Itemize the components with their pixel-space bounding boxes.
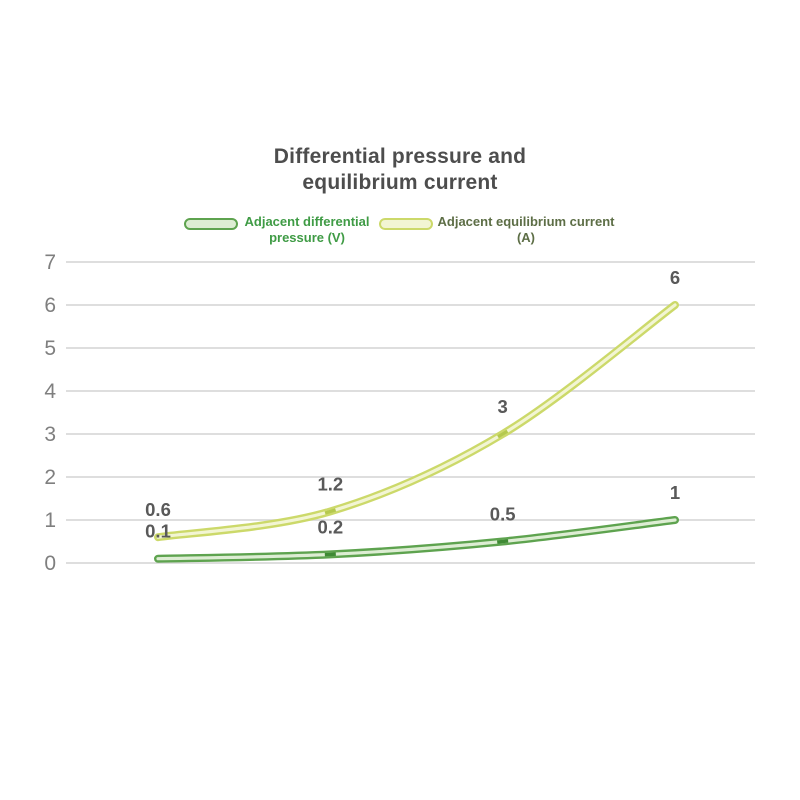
legend-label: Adjacent differential pressure (V) — [244, 214, 370, 245]
legend-swatch — [379, 218, 433, 230]
series-point-marker — [497, 429, 509, 439]
chart-title-line1: Differential pressure and — [273, 145, 527, 168]
chart-title: Differential pressure and equilibrium cu… — [0, 144, 800, 196]
legend-swatch — [184, 218, 238, 230]
y-axis-tick-label: 5 — [44, 337, 56, 360]
y-axis-tick-label: 3 — [44, 423, 56, 446]
y-axis-tick-label: 7 — [44, 251, 56, 274]
legend-label: Adjacent equilibrium current (A) — [437, 214, 615, 245]
data-label: 1.2 — [317, 473, 343, 494]
data-label: 3 — [498, 396, 508, 417]
series-line-core — [156, 303, 677, 539]
y-axis-tick-label: 0 — [44, 552, 56, 575]
data-label: 0.5 — [490, 504, 516, 525]
data-label: 0.2 — [317, 516, 343, 537]
legend: Adjacent differential pressure (V) Adjac… — [0, 214, 800, 246]
data-label: 0.1 — [145, 521, 171, 542]
y-axis-tick-label: 4 — [44, 380, 56, 403]
series-point-marker — [324, 508, 337, 515]
series-line-core — [156, 518, 677, 561]
data-label: 0.6 — [145, 499, 171, 520]
y-axis-tick-label: 1 — [44, 509, 56, 532]
series-line-outline — [154, 301, 679, 542]
legend-entry-pressure: Adjacent differential pressure (V) — [184, 214, 373, 246]
data-label: 1 — [670, 482, 680, 503]
y-axis-tick-label: 2 — [44, 466, 56, 489]
y-axis-tick-label: 6 — [44, 294, 56, 317]
chart-title-line2: equilibrium current — [302, 171, 498, 194]
data-label: 6 — [670, 267, 680, 288]
series-point-marker — [324, 552, 336, 557]
series-point-marker — [497, 539, 509, 544]
legend-entry-current: Adjacent equilibrium current (A) — [379, 214, 616, 246]
